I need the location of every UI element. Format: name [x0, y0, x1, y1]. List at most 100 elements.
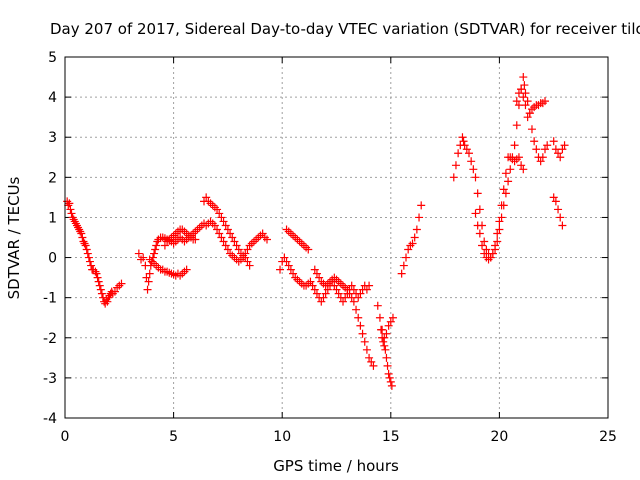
data-point [217, 213, 226, 222]
data-point [484, 255, 493, 264]
data-point [512, 97, 521, 106]
data-point [94, 277, 103, 286]
data-point [475, 205, 484, 214]
data-point [104, 293, 113, 302]
data-point [291, 273, 300, 282]
data-point [191, 235, 200, 244]
data-point [70, 217, 79, 226]
data-point [343, 285, 352, 294]
data-point [536, 157, 545, 166]
data-point [245, 261, 254, 270]
plot-frame [64, 56, 609, 419]
data-point [160, 241, 169, 250]
data-point [459, 137, 468, 146]
data-point [532, 145, 541, 154]
data-point [208, 201, 217, 210]
data-point [462, 145, 471, 154]
data-point [541, 97, 550, 106]
data-point [91, 267, 100, 276]
data-point [72, 221, 81, 230]
data-point [95, 281, 104, 290]
data-point [321, 281, 330, 290]
data-point [68, 213, 77, 222]
data-point [304, 245, 313, 254]
data-point [504, 177, 513, 186]
data-point [230, 237, 239, 246]
data-point [74, 223, 83, 232]
data-point [63, 197, 72, 206]
data-point [373, 301, 382, 310]
data-point [349, 297, 358, 306]
data-point [178, 225, 187, 234]
data-point [325, 277, 334, 286]
data-series [134, 217, 271, 294]
data-point [558, 145, 567, 154]
data-point [382, 353, 391, 362]
data-point [81, 241, 90, 250]
data-point [512, 155, 521, 164]
data-point [408, 239, 417, 248]
data-point [482, 245, 491, 254]
data-point [549, 193, 558, 202]
data-point [345, 289, 354, 298]
data-point [454, 149, 463, 158]
data-series [549, 137, 569, 230]
data-point [384, 369, 393, 378]
data-point [67, 209, 76, 218]
data-point [226, 229, 235, 238]
data-point [551, 197, 560, 206]
data-point [541, 145, 550, 154]
data-point [223, 245, 232, 254]
data-point [379, 337, 388, 346]
x-axis-label: GPS time / hours [273, 457, 399, 475]
data-point [221, 241, 230, 250]
data-point [381, 345, 390, 354]
data-point [554, 149, 563, 158]
data-point [64, 201, 73, 210]
data-point [171, 237, 180, 246]
data-point [186, 233, 195, 242]
data-point [262, 235, 271, 244]
data-point [415, 213, 424, 222]
y-axis-label: SDTVAR / TECUs [5, 176, 23, 299]
data-point [260, 233, 269, 242]
data-point [134, 249, 143, 258]
x-tick-label: 25 [599, 429, 617, 445]
data-point [145, 269, 154, 278]
data-point [330, 273, 339, 282]
x-tick-label: 5 [169, 429, 178, 445]
data-point [323, 279, 332, 288]
data-point [473, 221, 482, 230]
data-point [317, 277, 326, 286]
data-point [304, 279, 313, 288]
data-point [534, 101, 543, 110]
data-point [312, 289, 321, 298]
data-point [480, 249, 489, 258]
data-point [332, 275, 341, 284]
data-point [234, 257, 243, 266]
data-point [92, 269, 101, 278]
data-point [80, 239, 89, 248]
data-point [475, 229, 484, 238]
data-series [145, 255, 191, 280]
data-point [239, 251, 248, 260]
data-point [236, 249, 245, 258]
data-point [506, 153, 515, 162]
data-point [402, 253, 411, 262]
data-point [556, 213, 565, 222]
data-point [286, 265, 295, 274]
data-point [221, 221, 230, 230]
data-point [538, 153, 547, 162]
data-point [308, 281, 317, 290]
data-point [388, 313, 397, 322]
data-point [137, 255, 146, 264]
data-point [176, 233, 185, 242]
data-series [397, 201, 426, 278]
data-point [69, 215, 78, 224]
data-point [284, 227, 293, 236]
data-point [554, 205, 563, 214]
data-point [397, 269, 406, 278]
data-point [232, 241, 241, 250]
data-point [538, 99, 547, 108]
grid-lines [65, 57, 608, 418]
